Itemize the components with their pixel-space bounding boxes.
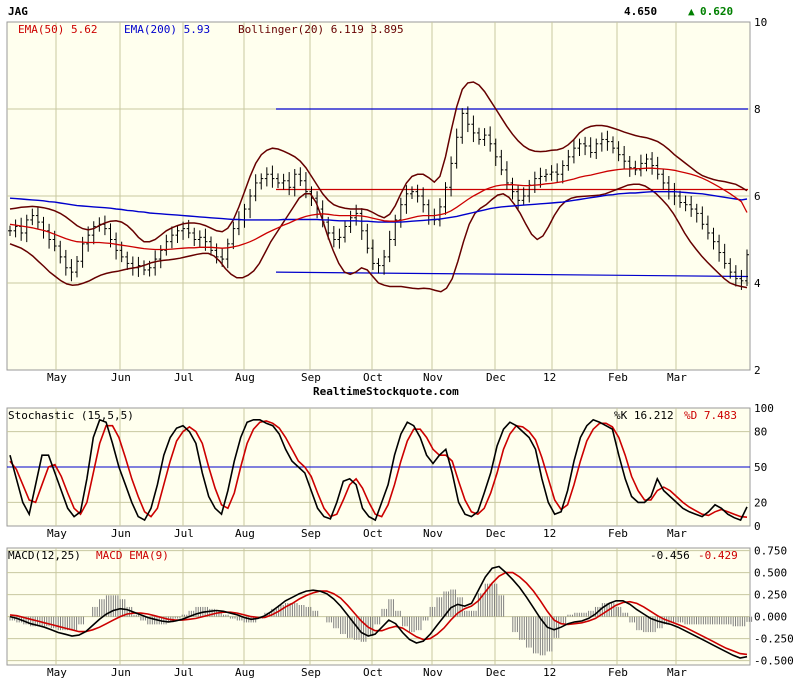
- stoch-d-line: [9, 420, 748, 518]
- axis-labels: May Jun Jul Aug Sep Oct Nov Dec 12 Feb Mar May Jun Ju…: [47, 16, 794, 679]
- month-label: Oct: [363, 371, 383, 384]
- stochastic-series: [9, 418, 748, 522]
- month-label: Jul: [174, 371, 194, 384]
- month-label: Jun: [111, 666, 131, 679]
- price-tick-label: 2: [754, 364, 761, 377]
- month-label: Nov: [423, 371, 443, 384]
- last-price: 4.650: [624, 5, 657, 18]
- price-tick-label: 10: [754, 16, 767, 29]
- stoch-tick-label: 100: [754, 402, 774, 415]
- month-label: May: [47, 371, 67, 384]
- ema200-line: [9, 190, 748, 223]
- month-label: Jul: [174, 666, 194, 679]
- month-label: 12: [543, 527, 556, 540]
- month-label: Jul: [174, 527, 194, 540]
- bollinger-upper-line: [9, 81, 748, 243]
- price-tick-label: 6: [754, 190, 761, 203]
- macd-tick-label: -0.500: [754, 655, 794, 668]
- month-label: Nov: [423, 527, 443, 540]
- bollinger-lower-line: [9, 183, 748, 293]
- change-arrow: ▲: [688, 5, 695, 18]
- month-label: Feb: [608, 666, 628, 679]
- stoch-tick-label: 20: [754, 496, 767, 509]
- month-label: Nov: [423, 666, 443, 679]
- month-label: Aug: [235, 666, 255, 679]
- ticker-symbol: JAG: [8, 5, 28, 18]
- macd-line: [9, 565, 748, 659]
- legend-ema200: EMA(200) 5.93: [124, 23, 210, 36]
- price-series: [8, 81, 749, 293]
- month-label: Mar: [667, 666, 687, 679]
- macd-ema-value: -0.429: [698, 549, 738, 562]
- month-label: Dec: [486, 527, 506, 540]
- macd-tick-label: 0.750: [754, 545, 787, 558]
- month-label: Oct: [363, 527, 383, 540]
- month-label: Feb: [608, 527, 628, 540]
- price-tick-label: 8: [754, 103, 761, 116]
- stoch-tick-label: 80: [754, 426, 767, 439]
- price-change: 0.620: [700, 5, 733, 18]
- macd-tick-label: 0.000: [754, 611, 787, 624]
- month-label: Dec: [486, 371, 506, 384]
- month-label: Aug: [235, 527, 255, 540]
- month-label: Jun: [111, 527, 131, 540]
- macd-tick-label: 0.500: [754, 567, 787, 580]
- month-label: May: [47, 527, 67, 540]
- month-label: Feb: [608, 371, 628, 384]
- month-label: Mar: [667, 371, 687, 384]
- macd-ema-title: MACD EMA(9): [96, 549, 169, 562]
- ema50-line: [9, 167, 748, 251]
- month-label: Dec: [486, 666, 506, 679]
- month-label: May: [47, 666, 67, 679]
- price-tick-label: 4: [754, 277, 761, 290]
- month-label: Sep: [301, 666, 321, 679]
- month-label: 12: [543, 666, 556, 679]
- stoch-d-value: %D 7.483: [684, 409, 737, 422]
- stoch-tick-label: 50: [754, 461, 767, 474]
- month-label: Sep: [301, 527, 321, 540]
- macd-series: [9, 565, 753, 659]
- stochastic-title: Stochastic (15,5,5): [8, 409, 134, 422]
- month-label: Oct: [363, 666, 383, 679]
- macd-title: MACD(12,25): [8, 549, 81, 562]
- legend-bollinger: Bollinger(20) 6.119 3.895: [238, 23, 404, 36]
- month-label: Aug: [235, 371, 255, 384]
- macd-panel: [6, 547, 751, 666]
- month-label: Jun: [111, 371, 131, 384]
- month-label: 12: [543, 371, 556, 384]
- month-label: Mar: [667, 527, 687, 540]
- month-label: Sep: [301, 371, 321, 384]
- macd-value: -0.456: [650, 549, 690, 562]
- watermark: RealtimeStockquote.com: [313, 385, 459, 398]
- stoch-k-value: %K 16.212: [614, 409, 674, 422]
- stoch-k-line: [9, 418, 748, 522]
- stoch-tick-label: 0: [754, 520, 761, 533]
- macd-tick-label: 0.250: [754, 589, 787, 602]
- legend-ema50: EMA(50) 5.62: [18, 23, 97, 36]
- macd-tick-label: -0.250: [754, 633, 794, 646]
